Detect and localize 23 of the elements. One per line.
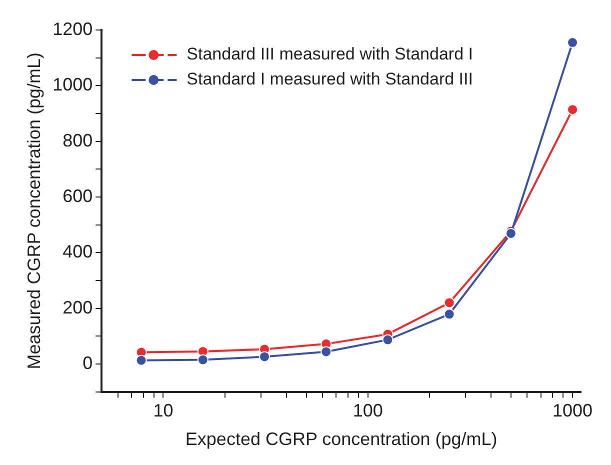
point (444, 297, 455, 308)
point (567, 104, 578, 116)
x-tick-label: 10 (153, 400, 174, 421)
x-axis-title: Expected CGRP concentration (pg/mL) (185, 429, 498, 450)
point (444, 308, 455, 320)
legend-label: Standard III measured with Standard I (186, 44, 473, 64)
x-tick-label: 100 (352, 400, 383, 421)
legend-label: Standard I measured with Standard III (186, 70, 473, 89)
y-axis-title: Measured CGRP concentration (pg/mL) (24, 52, 44, 370)
y-tick-label: 200 (62, 297, 93, 318)
point (136, 354, 147, 366)
y-tick-label: 400 (62, 242, 93, 262)
y-tick-label: 600 (62, 186, 93, 206)
point (259, 351, 270, 362)
y-tick-label: 1000 (52, 74, 93, 95)
point (382, 334, 394, 346)
x-tick-label: 1000 (552, 400, 593, 421)
point (320, 346, 332, 358)
y-tick-label: 800 (62, 130, 93, 150)
y-tick-label: 1200 (52, 18, 93, 39)
point (567, 37, 578, 48)
y-tick-label: 0 (82, 352, 93, 373)
point (197, 354, 208, 366)
